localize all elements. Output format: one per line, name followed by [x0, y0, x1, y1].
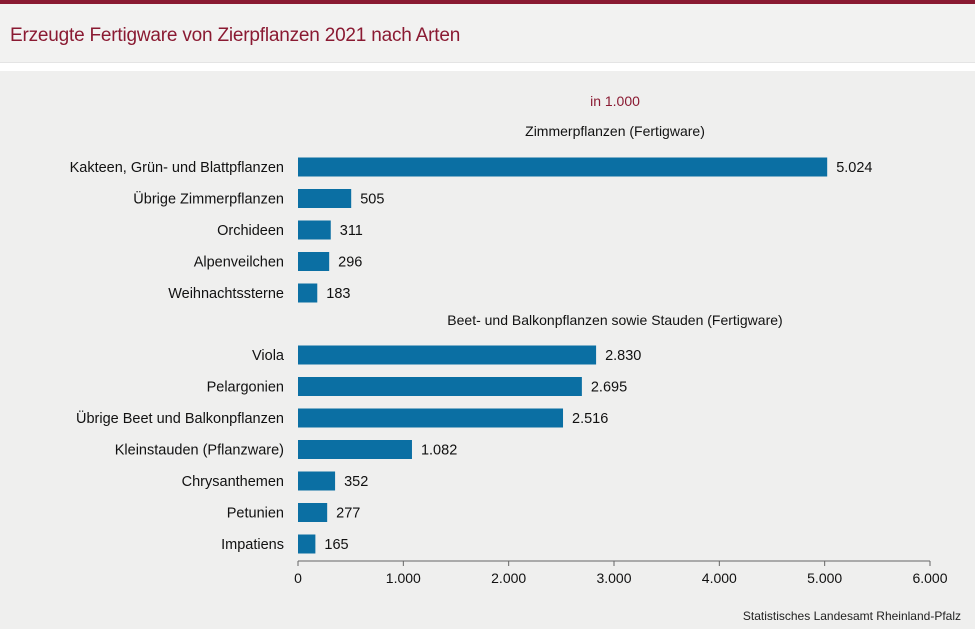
- source-note: Statistisches Landesamt Rheinland-Pfalz: [742, 609, 961, 623]
- bar: [298, 503, 328, 522]
- x-tick-label: 5.000: [807, 570, 842, 586]
- category-label: Alpenveilchen: [194, 255, 284, 271]
- category-label: Pelargonien: [207, 380, 284, 396]
- x-tick-label: 1.000: [386, 570, 421, 586]
- data-label: 277: [336, 506, 360, 522]
- x-tick-label: 4.000: [702, 570, 737, 586]
- category-label: Orchideen: [217, 223, 284, 239]
- category-label: Übrige Zimmerpflanzen: [133, 190, 284, 208]
- bar: [298, 189, 352, 208]
- category-label: Weihnachtssterne: [168, 286, 284, 302]
- top-accent-bar: [0, 0, 975, 4]
- category-label: Übrige Beet und Balkonpflanzen: [76, 409, 284, 427]
- x-tick-label: 0: [294, 570, 302, 586]
- bar: [298, 408, 564, 428]
- bar: [298, 534, 316, 554]
- bar: [298, 345, 597, 365]
- title-bar: Erzeugte Fertigware von Zierpflanzen 202…: [0, 4, 975, 63]
- bar: [298, 440, 412, 459]
- chart-title: Erzeugte Fertigware von Zierpflanzen 202…: [10, 25, 461, 46]
- bar: [298, 283, 318, 303]
- category-label: Chrysanthemen: [182, 474, 284, 490]
- data-label: 5.024: [836, 160, 872, 176]
- bar: [298, 220, 331, 240]
- x-tick-label: 3.000: [596, 570, 631, 586]
- data-label: 2.830: [605, 348, 641, 364]
- category-label: Viola: [252, 348, 285, 364]
- data-label: 1.082: [421, 443, 457, 459]
- x-tick-label: 2.000: [491, 570, 526, 586]
- data-label: 296: [338, 255, 362, 271]
- header-divider: [0, 63, 975, 71]
- category-label: Kleinstauden (Pflanzware): [115, 443, 284, 459]
- group-header: Zimmerpflanzen (Fertigware): [525, 123, 705, 139]
- data-label: 311: [340, 223, 363, 239]
- category-label: Kakteen, Grün- und Blattpflanzen: [70, 160, 284, 176]
- bar: [298, 377, 582, 396]
- x-tick-label: 6.000: [912, 570, 947, 586]
- data-label: 183: [326, 286, 350, 302]
- data-label: 165: [324, 537, 348, 553]
- category-label: Impatiens: [221, 537, 284, 553]
- group-header: Beet- und Balkonpflanzen sowie Stauden (…: [447, 312, 782, 328]
- data-label: 2.695: [591, 380, 627, 396]
- bar: [298, 157, 828, 177]
- data-label: 2.516: [572, 411, 608, 427]
- bar: [298, 252, 330, 271]
- category-label: Petunien: [227, 506, 284, 522]
- data-label: 352: [344, 474, 368, 490]
- bar: [298, 471, 336, 491]
- data-label: 505: [360, 192, 384, 208]
- unit-label: in 1.000: [590, 93, 640, 109]
